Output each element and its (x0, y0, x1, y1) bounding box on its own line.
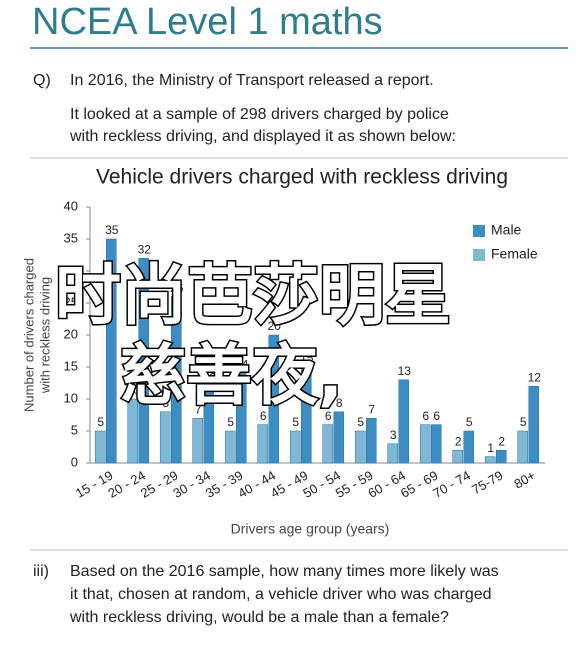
data-label: 2 (455, 434, 462, 448)
bar (171, 296, 182, 464)
y-tick-label: 20 (64, 326, 78, 341)
data-label: 6 (260, 409, 267, 423)
x-axis-label: Drivers age group (years) (231, 521, 390, 537)
data-label: 20 (268, 319, 282, 333)
data-label: 7 (368, 402, 375, 416)
bar (138, 257, 150, 464)
data-label: 6 (325, 409, 332, 423)
data-label: 1 (487, 441, 494, 455)
data-label: 5 (357, 415, 364, 429)
bar (322, 424, 334, 464)
y-axis-label: Number of drivers charged (21, 258, 36, 412)
bar (463, 430, 475, 464)
y-tick-label: 5 (71, 422, 78, 437)
y-tick-label: 40 (64, 198, 78, 213)
legend-swatch (473, 249, 485, 261)
bar (528, 385, 540, 464)
question-marker: Q) (33, 72, 51, 89)
y-tick-label: 0 (71, 454, 78, 469)
data-label: 6 (422, 409, 429, 423)
overlay-text: 慈善夜, (120, 337, 343, 414)
bar (484, 456, 496, 464)
data-label: 5 (520, 415, 527, 429)
bar (106, 238, 117, 464)
data-label: 14 (235, 358, 249, 372)
bar (192, 417, 203, 464)
bar (301, 366, 312, 464)
bar (419, 424, 431, 464)
y-tick-label: 35 (64, 230, 78, 245)
data-label: 26 (170, 281, 184, 295)
overlay-text: 时尚芭莎明星 (55, 257, 451, 334)
data-label: 5 (292, 415, 299, 429)
part-line: it that, chosen at random, a vehicle dri… (70, 586, 492, 603)
bar (203, 385, 215, 464)
bar (127, 398, 138, 464)
question-line: It looked at a sample of 298 drivers cha… (70, 106, 449, 123)
bar (159, 411, 171, 464)
data-label: 13 (398, 364, 412, 378)
y-tick-label: 30 (64, 262, 78, 277)
data-label: 12 (528, 370, 542, 384)
data-label: 5 (97, 415, 104, 429)
bar (354, 430, 366, 464)
data-label: 32 (138, 242, 152, 256)
part-line: with reckless driving, would be a male t… (69, 609, 449, 626)
data-label: 8 (162, 396, 169, 410)
y-tick-label: 25 (64, 294, 78, 309)
data-label: 5 (466, 415, 473, 429)
data-label: 35 (105, 223, 119, 237)
bar (387, 443, 399, 464)
bar (366, 417, 377, 464)
y-tick-label: 10 (64, 390, 78, 405)
part-line: Based on the 2016 sample, how many times… (70, 563, 499, 580)
data-label: 6 (433, 409, 440, 423)
page-title: NCEA Level 1 maths (32, 1, 383, 43)
bar (333, 411, 345, 464)
chart-title: Vehicle drivers charged with reckless dr… (96, 166, 508, 189)
bar (236, 373, 247, 464)
legend-label: Female (491, 246, 538, 262)
legend: Male Female (473, 222, 538, 262)
legend-label: Male (491, 222, 522, 238)
data-label: 15 (300, 351, 314, 365)
data-label: 8 (336, 396, 343, 410)
bar (452, 449, 464, 464)
question-line: with reckless driving, and displayed it … (69, 128, 456, 145)
bar (257, 424, 269, 464)
data-label: 5 (227, 415, 234, 429)
bar (94, 430, 106, 464)
y-axis-label: with reckless driving (37, 277, 52, 394)
bar (398, 379, 410, 464)
data-label: 7 (195, 402, 202, 416)
legend-swatch (473, 225, 485, 237)
y-tick-label: 15 (64, 358, 78, 373)
data-label: 3 (390, 428, 397, 442)
data-label: 10 (127, 383, 141, 397)
part-marker: iii) (33, 563, 49, 580)
bar (289, 430, 301, 464)
bar (268, 334, 280, 464)
data-label: 2 (498, 434, 505, 448)
data-label: 12 (203, 370, 217, 384)
bar (517, 430, 529, 464)
question-line: In 2016, the Ministry of Transport relea… (70, 72, 434, 89)
bar (224, 430, 236, 464)
bar (431, 424, 442, 464)
bar (496, 449, 507, 464)
